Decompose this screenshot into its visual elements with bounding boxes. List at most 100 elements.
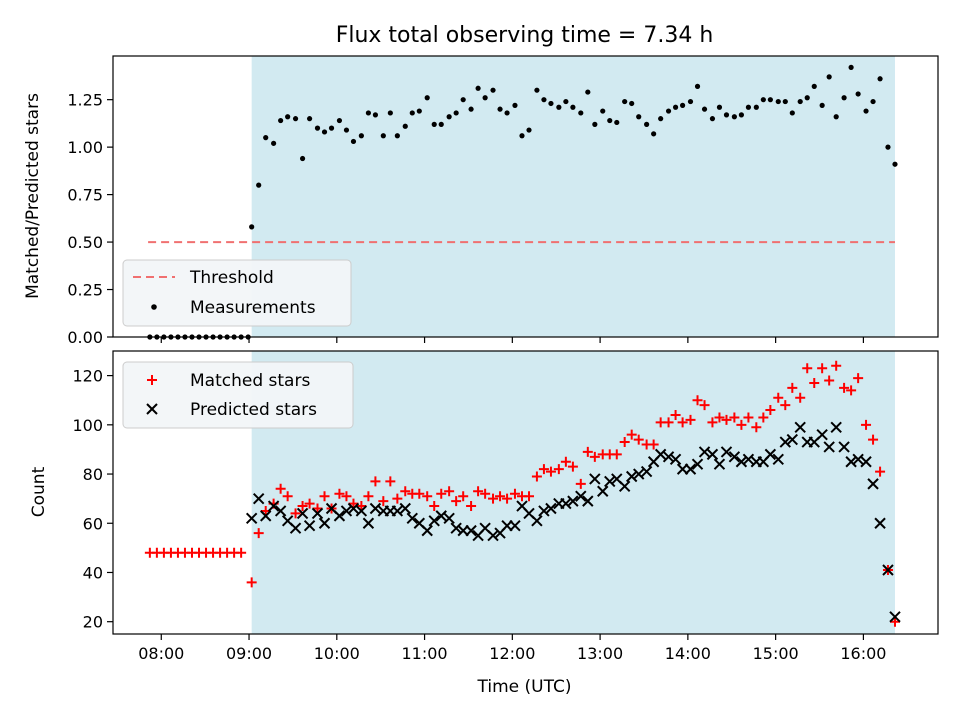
data-point-predicted-stars (604, 475, 616, 488)
data-point-measurements (380, 133, 386, 139)
data-point-predicted-stars (340, 505, 353, 517)
data-point-measurements (680, 102, 686, 108)
data-point-matched-stars (290, 508, 301, 519)
data-point-matched-stars (545, 466, 556, 477)
data-point-predicted-stars (794, 421, 806, 433)
data-point-measurements (292, 116, 299, 122)
data-point-measurements (738, 112, 745, 118)
data-point-matched-stars (531, 471, 542, 482)
data-point-measurements (877, 76, 883, 82)
data-point-matched-stars (575, 478, 586, 489)
data-point-measurements (892, 161, 898, 167)
data-point-predicted-stars (640, 465, 653, 478)
data-point-predicted-stars (618, 480, 631, 493)
data-point-measurements (409, 110, 415, 116)
y-tick-label-top: 0.75 (67, 186, 103, 205)
data-point-matched-stars (334, 488, 345, 499)
data-point-predicted-stars (252, 492, 265, 505)
data-point-predicted-stars (772, 453, 784, 465)
data-point-predicted-stars (391, 505, 404, 517)
data-point-measurements (299, 155, 306, 162)
data-point-matched-stars (253, 528, 264, 539)
data-point-predicted-stars (347, 502, 360, 515)
data-point-matched-stars (538, 464, 549, 475)
data-point-measurements (672, 104, 679, 110)
data-point-measurements (438, 121, 444, 127)
data-point-matched-stars (809, 377, 820, 388)
data-point-matched-stars (677, 417, 688, 428)
data-point-measurements (468, 106, 474, 112)
data-point-measurements (519, 133, 525, 139)
data-point-predicted-stars (728, 451, 741, 463)
data-point-measurements (811, 83, 817, 89)
data-point-predicted-stars (362, 517, 375, 529)
plot-frame-top (112, 55, 939, 338)
data-points-top (147, 64, 898, 340)
y-tick-label-bottom: 40 (83, 563, 103, 582)
data-point-measurements (526, 127, 532, 133)
x-tick-label: 10:00 (314, 644, 360, 663)
data-point-predicted-stars (662, 451, 675, 463)
data-point-measurements (651, 131, 657, 137)
x-tick-label: 09:00 (226, 644, 272, 663)
data-point-measurements (556, 104, 562, 110)
data-point-measurements (402, 123, 408, 129)
data-point-measurements (607, 117, 613, 124)
data-point-measurements (534, 87, 540, 93)
data-point-matched-stars (297, 501, 308, 512)
legend-matched-swatch (147, 375, 157, 385)
data-point-measurements (731, 114, 737, 120)
x-axis-label: Time (UTC) (477, 677, 572, 697)
data-point-measurements (306, 116, 313, 122)
x-tick-label: 14:00 (665, 644, 711, 663)
data-point-measurements (804, 95, 810, 101)
data-point-measurements (600, 108, 606, 114)
data-point-predicted-stars (735, 456, 748, 468)
data-point-matched-stars (633, 434, 644, 445)
data-point-matched-stars (319, 491, 330, 502)
data-point-predicted-stars (435, 510, 447, 522)
data-point-matched-stars (363, 491, 374, 502)
data-point-measurements (723, 112, 730, 118)
data-point-matched-stars (626, 429, 637, 440)
data-point-measurements (563, 98, 569, 105)
data-point-matched-stars (795, 392, 806, 403)
data-point-predicted-stars (260, 510, 272, 522)
data-point-predicted-stars (713, 458, 726, 470)
data-point-matched-stars (889, 616, 900, 627)
x-tick-label: 08:00 (138, 644, 184, 663)
data-point-predicted-stars (691, 458, 704, 470)
data-point-measurements (446, 114, 452, 120)
data-point-measurements (819, 102, 825, 108)
y-tick-label-bottom: 120 (72, 367, 103, 386)
data-point-matched-stars (246, 577, 257, 588)
x-tick-label: 11:00 (402, 644, 448, 663)
data-point-matched-stars (611, 449, 622, 460)
x-tick-label: 12:00 (489, 644, 535, 663)
observing-window-shade-bottom (251, 351, 895, 634)
data-point-matched-stars (495, 491, 506, 502)
data-point-predicted-stars (830, 421, 842, 433)
data-point-measurements (592, 121, 598, 127)
x-tick-label: 15:00 (753, 644, 799, 663)
chart-title: Flux total observing time = 7.34 h (336, 23, 714, 48)
legend-predicted-swatch (146, 403, 158, 415)
data-point-measurements (490, 87, 496, 93)
data-point-predicted-stars (318, 517, 331, 529)
data-point-measurements (285, 114, 291, 120)
data-point-measurements (658, 116, 664, 122)
data-point-measurements (394, 133, 400, 139)
data-point-measurements (629, 100, 635, 107)
data-point-predicted-stars (779, 436, 791, 448)
data-point-measurements (614, 119, 620, 126)
data-point-predicted-stars (597, 485, 609, 497)
legend-bottom: Matched stars Predicted stars (122, 361, 354, 429)
data-point-predicted-stars (882, 564, 894, 576)
data-point-matched-stars (370, 476, 381, 487)
data-points-bottom (144, 360, 901, 627)
data-point-predicted-stars (874, 517, 886, 529)
data-point-matched-stars (304, 498, 315, 509)
data-point-predicted-stars (582, 495, 594, 507)
data-point-predicted-stars (633, 468, 645, 480)
data-point-predicted-stars (889, 611, 901, 623)
